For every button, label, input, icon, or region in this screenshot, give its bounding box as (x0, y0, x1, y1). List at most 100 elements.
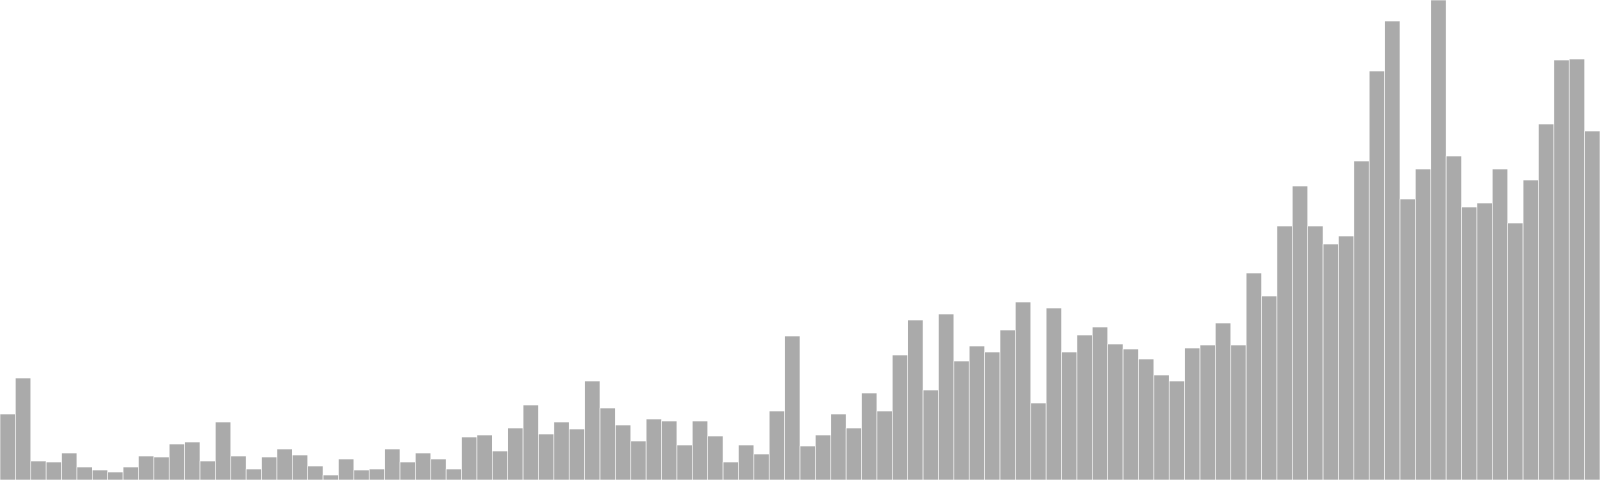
bar-72 (1092, 326, 1108, 480)
bar-7 (92, 469, 108, 480)
bar-46 (692, 420, 708, 480)
bar-75 (1138, 358, 1155, 480)
bar-92 (1399, 198, 1416, 480)
bar-21 (307, 465, 324, 480)
bar-59 (892, 354, 908, 480)
bar-65 (984, 351, 1001, 480)
bar-29 (430, 458, 447, 480)
bar-87 (1322, 243, 1339, 480)
bar-31 (461, 436, 478, 480)
bar-50 (753, 453, 770, 480)
bar-84 (1276, 225, 1293, 480)
bar-93 (1415, 168, 1432, 480)
bar-76 (1153, 374, 1170, 480)
bar-43 (645, 418, 662, 480)
bar-48 (722, 461, 739, 480)
bar-27 (399, 461, 416, 480)
bar-64 (968, 345, 985, 480)
bar-79 (1199, 344, 1216, 480)
bar-41 (615, 424, 632, 480)
bar-99 (1507, 222, 1524, 480)
bar-39 (584, 380, 601, 480)
bar-3 (30, 460, 47, 480)
bar-1 (0, 413, 16, 480)
bar-56 (845, 427, 862, 480)
bar-74 (1122, 348, 1139, 480)
bar-66 (999, 329, 1016, 480)
bar-80 (1215, 322, 1232, 480)
bar-18 (261, 456, 278, 480)
bar-70 (1061, 351, 1078, 480)
bar-101 (1538, 123, 1555, 480)
bar-38 (568, 428, 585, 480)
bar-6 (76, 466, 93, 480)
bar-47 (707, 435, 724, 480)
bar-9 (122, 466, 139, 480)
bar-58 (876, 410, 893, 480)
bar-12 (168, 443, 185, 480)
bar-32 (476, 434, 493, 480)
bar-24 (353, 469, 370, 480)
bar-51 (768, 410, 785, 480)
bar-85 (1292, 185, 1308, 480)
bar-25 (368, 468, 385, 480)
bar-10 (138, 455, 155, 480)
bar-26 (384, 448, 401, 480)
bar-40 (599, 407, 616, 480)
bar-14 (199, 460, 216, 480)
bar-37 (553, 421, 570, 480)
bar-103 (1568, 58, 1585, 480)
bar-17 (245, 468, 262, 480)
bar-55 (830, 413, 847, 480)
bar-54 (815, 434, 832, 480)
bar-67 (1015, 301, 1032, 480)
bar-88 (1338, 235, 1355, 480)
bar-62 (938, 313, 955, 480)
bar-49 (738, 444, 755, 480)
bar-68 (1030, 402, 1047, 480)
bar-15 (215, 421, 232, 480)
bar-30 (445, 468, 462, 480)
bar-69 (1045, 307, 1062, 480)
bar-95 (1445, 155, 1462, 480)
bar-8 (107, 471, 124, 480)
bar-33 (492, 450, 508, 480)
bar-13 (184, 441, 201, 480)
bar-22 (322, 474, 339, 480)
bar-35 (522, 404, 539, 480)
bar-96 (1461, 206, 1478, 480)
bar-98 (1492, 168, 1508, 480)
bar-44 (661, 420, 678, 480)
bar-89 (1353, 160, 1370, 480)
bar-19 (276, 448, 293, 480)
bar-86 (1307, 225, 1324, 480)
bar-4 (45, 461, 62, 480)
bar-45 (676, 444, 693, 480)
bar-100 (1522, 179, 1539, 480)
bar-52 (784, 335, 801, 480)
bar-82 (1245, 272, 1262, 480)
bar-73 (1107, 343, 1124, 480)
bar-78 (1184, 347, 1201, 480)
bar-61 (922, 389, 939, 480)
bar-42 (630, 440, 647, 480)
bar-11 (153, 456, 170, 480)
bar-20 (292, 454, 308, 480)
bar-34 (507, 427, 524, 480)
bar-5 (61, 452, 78, 480)
bar-16 (230, 455, 247, 480)
bar-36 (538, 433, 555, 480)
bar-83 (1261, 295, 1278, 480)
bar-97 (1476, 202, 1493, 480)
bar-81 (1230, 344, 1247, 480)
bar-90 (1368, 70, 1385, 480)
bar-53 (799, 445, 816, 480)
bar-94 (1430, 0, 1447, 480)
bar-23 (338, 458, 355, 480)
bar-71 (1076, 334, 1093, 480)
bar-57 (861, 392, 878, 480)
bar-104 (1584, 130, 1600, 480)
